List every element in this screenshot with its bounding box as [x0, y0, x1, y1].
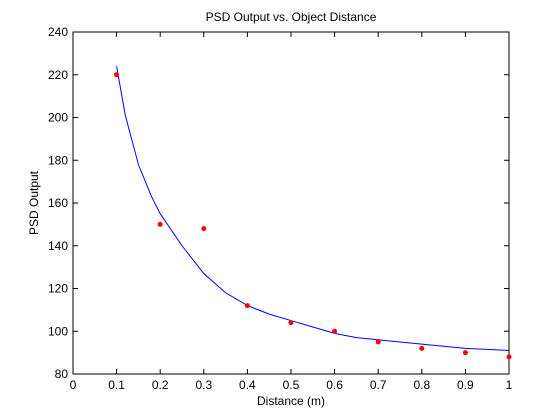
x-tick-label: 0.2 — [152, 378, 169, 392]
x-tick-label: 0 — [70, 378, 77, 392]
x-tick-label: 0.6 — [326, 378, 343, 392]
y-tick-label: 140 — [48, 239, 68, 253]
y-tick-label: 80 — [55, 367, 69, 381]
scatter-series — [114, 72, 512, 360]
x-tick-label: 1 — [506, 378, 513, 392]
data-point — [375, 339, 381, 345]
plot-area — [72, 31, 510, 375]
data-point — [114, 72, 120, 78]
y-tick-label: 120 — [48, 282, 68, 296]
x-tick-label: 0.3 — [195, 378, 212, 392]
x-axis: 0 0.1 0.2 0.3 0.4 0.5 0.6 0.7 0.8 0.9 1 — [70, 32, 513, 392]
x-tick-label: 0.4 — [239, 378, 256, 392]
y-axis-title: PSD Output — [27, 170, 41, 235]
x-tick-label: 0.5 — [283, 378, 300, 392]
y-axis: 80 100 120 140 160 180 200 220 240 — [48, 25, 509, 381]
data-point — [201, 226, 207, 232]
data-point — [288, 320, 294, 326]
data-point — [419, 345, 425, 351]
data-point — [332, 328, 338, 334]
y-tick-label: 240 — [48, 25, 68, 39]
x-tick-label: 0.7 — [370, 378, 387, 392]
y-tick-label: 100 — [48, 324, 68, 338]
x-tick-label: 0.9 — [457, 378, 474, 392]
x-tick-label: 0.8 — [413, 378, 430, 392]
y-tick-label: 200 — [48, 111, 68, 125]
data-point — [157, 221, 163, 227]
data-point — [506, 354, 512, 360]
x-tick-label: 0.1 — [108, 378, 125, 392]
data-point — [244, 303, 250, 309]
y-tick-label: 180 — [48, 153, 68, 167]
y-tick-label: 220 — [48, 68, 68, 82]
data-point — [462, 350, 468, 356]
chart-title: PSD Output vs. Object Distance — [206, 10, 377, 24]
x-axis-title: Distance (m) — [257, 394, 325, 408]
y-tick-label: 160 — [48, 196, 68, 210]
